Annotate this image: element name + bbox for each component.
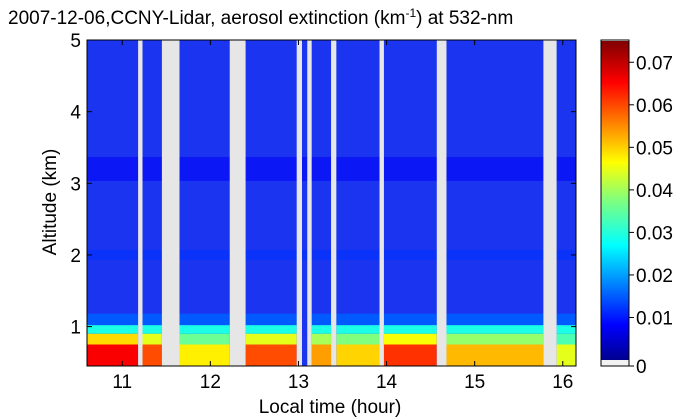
y-axis: 1 2 3 4 5 <box>70 31 576 339</box>
boundary-layer-cell <box>336 313 380 326</box>
plot-area <box>87 40 576 366</box>
boundary-layer-cell <box>446 325 544 334</box>
boundary-layer-cell <box>87 313 139 326</box>
boundary-layer-cell <box>311 313 332 326</box>
data-gap <box>307 40 312 366</box>
boundary-layer-cell <box>446 333 544 345</box>
boundary-layer-cell <box>245 344 297 366</box>
boundary-layer-cell <box>142 313 162 326</box>
boundary-layer-cell <box>336 344 380 366</box>
x-tick-label: 11 <box>112 372 132 393</box>
boundary-layer-cell <box>311 333 332 345</box>
y-tick-label: 2 <box>70 246 81 267</box>
boundary-layer-cell <box>179 333 230 345</box>
colorbar-tick-label: 0.05 <box>636 138 673 159</box>
data-gap <box>436 40 447 366</box>
y-axis-label: Altitude (km) <box>40 149 61 256</box>
colorbar-zero-swatch <box>601 360 629 366</box>
boundary-layer-cell <box>383 344 437 366</box>
data-gap <box>296 40 302 366</box>
boundary-layer-cell <box>446 313 544 326</box>
boundary-layer-cell <box>142 325 162 334</box>
boundary-layer-cell <box>245 313 297 326</box>
x-tick-label: 15 <box>464 372 485 393</box>
boundary-layer-cell <box>383 333 437 345</box>
colorbar-tick-label: 0 <box>636 357 647 378</box>
boundary-layer-cell <box>245 325 297 334</box>
boundary-layer-cell <box>383 325 437 334</box>
boundary-layer-cell <box>311 344 332 366</box>
x-axis: 11 12 13 14 15 16 <box>112 40 573 393</box>
colorbar-gradient <box>601 41 629 360</box>
x-tick-label: 16 <box>552 372 573 393</box>
data-gap <box>379 40 384 366</box>
colorbar-tick-label: 0.03 <box>636 223 673 244</box>
colorbar: 0 0.01 0.02 0.03 0.04 0.05 0.06 0.07 <box>600 39 673 378</box>
y-tick-label: 1 <box>70 318 81 339</box>
boundary-layer-cell <box>179 325 230 334</box>
boundary-layer-cell <box>336 325 380 334</box>
colorbar-tick-label: 0.07 <box>636 53 673 74</box>
x-tick-label: 14 <box>376 372 398 393</box>
data-gap <box>543 40 557 366</box>
colorbar-tick-label: 0.06 <box>636 96 673 117</box>
data-gap <box>161 40 180 366</box>
data-gap <box>229 40 246 366</box>
x-axis-label: Local time (hour) <box>259 397 402 418</box>
boundary-layer-cell <box>556 325 576 334</box>
y-tick-label: 5 <box>70 31 81 52</box>
x-tick-label: 12 <box>200 372 221 393</box>
boundary-layer-cell <box>556 344 576 366</box>
boundary-layer-cell <box>142 333 162 345</box>
boundary-layer-cell <box>87 333 139 345</box>
boundary-layer-cell <box>87 344 139 366</box>
y-tick-label: 3 <box>70 174 81 195</box>
boundary-layer-cell <box>311 325 332 334</box>
plot-frame <box>86 39 577 367</box>
chart-title: 2007-12-06,CCNY-Lidar, aerosol extinctio… <box>8 6 513 29</box>
data-gaps <box>138 40 557 366</box>
data-gap <box>331 40 337 366</box>
colorbar-frame <box>600 39 630 367</box>
colorbar-ticks: 0 0.01 0.02 0.03 0.04 0.05 0.06 0.07 <box>629 53 673 378</box>
boundary-layer-cell <box>179 313 230 326</box>
y-tick-label: 4 <box>70 103 81 124</box>
x-tick-label: 13 <box>288 372 309 393</box>
data-gap <box>138 40 143 366</box>
colorbar-tick-label: 0.01 <box>636 308 673 329</box>
boundary-layer-cell <box>556 333 576 345</box>
colorbar-tick-label: 0.02 <box>636 266 673 287</box>
boundary-layer-cell <box>383 313 437 326</box>
boundary-layer-cell <box>336 333 380 345</box>
boundary-layer-cell <box>446 344 544 366</box>
boundary-layer-cell <box>87 325 139 334</box>
boundary-layer-cell <box>179 344 230 366</box>
boundary-layer-cell <box>556 313 576 326</box>
boundary-layer-cell <box>245 333 297 345</box>
boundary-layer-cell <box>142 344 162 366</box>
colorbar-tick-label: 0.04 <box>636 181 673 202</box>
